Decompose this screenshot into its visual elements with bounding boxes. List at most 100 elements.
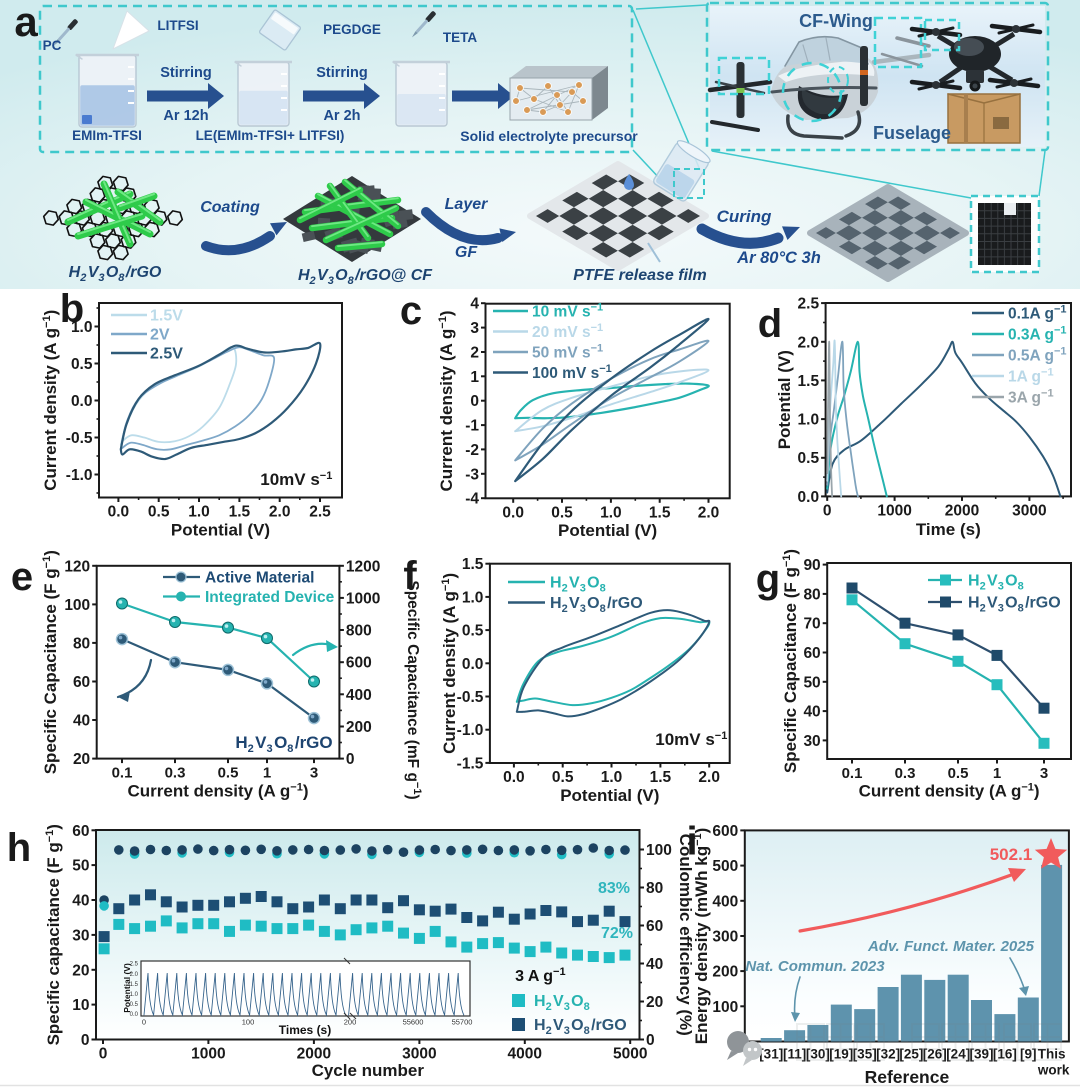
svg-text:Energy density (mWh kg−1): Energy density (mWh kg−1) (692, 828, 711, 1045)
svg-text:-1.0: -1.0 (66, 467, 93, 484)
svg-text:500: 500 (712, 858, 738, 875)
svg-text:work: work (1037, 1063, 1070, 1078)
svg-text:20: 20 (646, 994, 663, 1011)
svg-text:3: 3 (310, 765, 318, 782)
svg-text:90: 90 (803, 557, 820, 574)
svg-text:PEGDGE: PEGDGE (323, 22, 381, 37)
svg-text:f: f (403, 554, 417, 598)
svg-text:1.5: 1.5 (462, 556, 484, 573)
svg-text:Cycle number: Cycle number (312, 1061, 425, 1080)
svg-text:0.3: 0.3 (165, 765, 186, 782)
svg-text:Adv. Funct. Mater. 2025: Adv. Funct. Mater. 2025 (867, 938, 1035, 955)
svg-text:EMIm-TFSI: EMIm-TFSI (72, 128, 142, 143)
svg-text:72%: 72% (601, 925, 633, 942)
svg-text:-3: -3 (465, 466, 479, 483)
svg-text:[30]: [30] (806, 1047, 830, 1062)
svg-text:1.0: 1.0 (71, 319, 93, 336)
svg-text:0.0: 0.0 (130, 1012, 139, 1018)
svg-text:Nat. Commun. 2023: Nat. Commun. 2023 (745, 958, 885, 975)
svg-text:2.0: 2.0 (130, 972, 139, 978)
svg-text:Active Material: Active Material (205, 570, 314, 587)
svg-text:3: 3 (1040, 765, 1048, 782)
svg-text:Stirring: Stirring (316, 65, 368, 81)
svg-text:0.1: 0.1 (112, 765, 133, 782)
svg-text:Potential (V): Potential (V) (558, 521, 657, 540)
svg-text:10: 10 (72, 997, 89, 1014)
svg-text:0.5: 0.5 (148, 504, 170, 521)
svg-text:300: 300 (712, 929, 738, 946)
svg-text:[9]: [9] (1020, 1047, 1037, 1062)
svg-text:10mV s−1: 10mV s−1 (655, 730, 729, 749)
svg-text:1: 1 (993, 765, 1001, 782)
svg-text:502.1: 502.1 (990, 845, 1033, 864)
svg-text:1200: 1200 (346, 558, 380, 575)
svg-text:800: 800 (346, 623, 372, 640)
svg-text:1000: 1000 (191, 1046, 225, 1063)
svg-text:Potential (V): Potential (V) (775, 350, 794, 449)
svg-text:Solid electrolyte precursor: Solid electrolyte precursor (460, 128, 638, 144)
svg-text:4000: 4000 (508, 1046, 542, 1063)
svg-text:40: 40 (72, 893, 89, 910)
svg-text:3000: 3000 (402, 1046, 436, 1063)
svg-text:50: 50 (72, 858, 89, 875)
svg-text:This: This (1038, 1047, 1066, 1062)
svg-text:80: 80 (803, 586, 820, 603)
svg-text:Reference: Reference (865, 1067, 950, 1087)
svg-text:0.0: 0.0 (462, 656, 484, 673)
svg-text:400: 400 (712, 893, 738, 910)
svg-text:40: 40 (646, 956, 663, 973)
svg-text:100 mV s−1: 100 mV s−1 (532, 363, 613, 382)
svg-text:0.5: 0.5 (462, 623, 484, 640)
svg-text:Layer: Layer (445, 196, 488, 213)
svg-text:5000: 5000 (613, 1046, 647, 1063)
svg-text:Ar 12h: Ar 12h (163, 108, 208, 124)
svg-text:200: 200 (344, 1018, 357, 1027)
svg-text:Current density (A g−1): Current density (A g−1) (128, 782, 309, 801)
svg-text:e: e (11, 555, 33, 599)
svg-text:PC: PC (43, 38, 62, 53)
svg-text:0.5: 0.5 (218, 765, 239, 782)
svg-text:400: 400 (346, 687, 372, 704)
svg-text:-4: -4 (465, 491, 479, 508)
svg-text:0.0: 0.0 (798, 489, 820, 506)
svg-text:1.0: 1.0 (798, 412, 820, 429)
svg-text:2.0: 2.0 (798, 334, 820, 351)
svg-text:1: 1 (470, 369, 479, 386)
svg-text:50 mV s−1: 50 mV s−1 (532, 343, 604, 362)
svg-text:GF: GF (455, 244, 478, 261)
svg-text:-1.0: -1.0 (457, 722, 484, 739)
svg-text:Curing: Curing (717, 207, 772, 226)
svg-text:H2 V3 O8 /rGO: H2 V3 O8 /rGO (69, 264, 162, 284)
svg-text:Current density (A g−1): Current density (A g−1) (41, 310, 60, 491)
svg-text:0.5: 0.5 (798, 450, 820, 467)
svg-text:2000: 2000 (945, 502, 979, 519)
svg-text:0.1: 0.1 (842, 765, 863, 782)
svg-text:1.0: 1.0 (188, 504, 210, 521)
svg-text:0.0: 0.0 (108, 504, 130, 521)
svg-text:20: 20 (72, 962, 89, 979)
svg-text:120: 120 (64, 558, 90, 575)
svg-text:Current density (A g−1): Current density (A g−1) (440, 573, 459, 754)
svg-text:0.5: 0.5 (948, 765, 969, 782)
svg-text:Coating: Coating (200, 199, 260, 216)
svg-text:30: 30 (72, 927, 89, 944)
svg-text:Stirring: Stirring (160, 65, 212, 81)
svg-text:0: 0 (646, 1032, 655, 1049)
svg-text:b: b (60, 287, 84, 331)
svg-text:1.5: 1.5 (650, 769, 672, 786)
svg-text:Coulombic efficiency (%): Coulombic efficiency (%) (676, 834, 695, 1036)
svg-text:4: 4 (470, 296, 479, 313)
svg-text:1.5: 1.5 (798, 373, 820, 390)
svg-text:0: 0 (823, 502, 832, 519)
svg-text:1.5: 1.5 (229, 504, 251, 521)
svg-text:Potential (V): Potential (V) (122, 963, 132, 1013)
svg-text:2.0: 2.0 (698, 504, 720, 521)
svg-text:80: 80 (73, 635, 90, 652)
svg-text:1.5: 1.5 (649, 504, 671, 521)
svg-text:2.0: 2.0 (269, 504, 291, 521)
svg-text:0.3A g−1: 0.3A g−1 (1008, 325, 1068, 344)
svg-text:LITFSI: LITFSI (157, 18, 198, 33)
svg-text:TETA: TETA (443, 30, 477, 45)
svg-text:[39]: [39] (969, 1047, 993, 1062)
svg-text:100: 100 (712, 999, 738, 1016)
